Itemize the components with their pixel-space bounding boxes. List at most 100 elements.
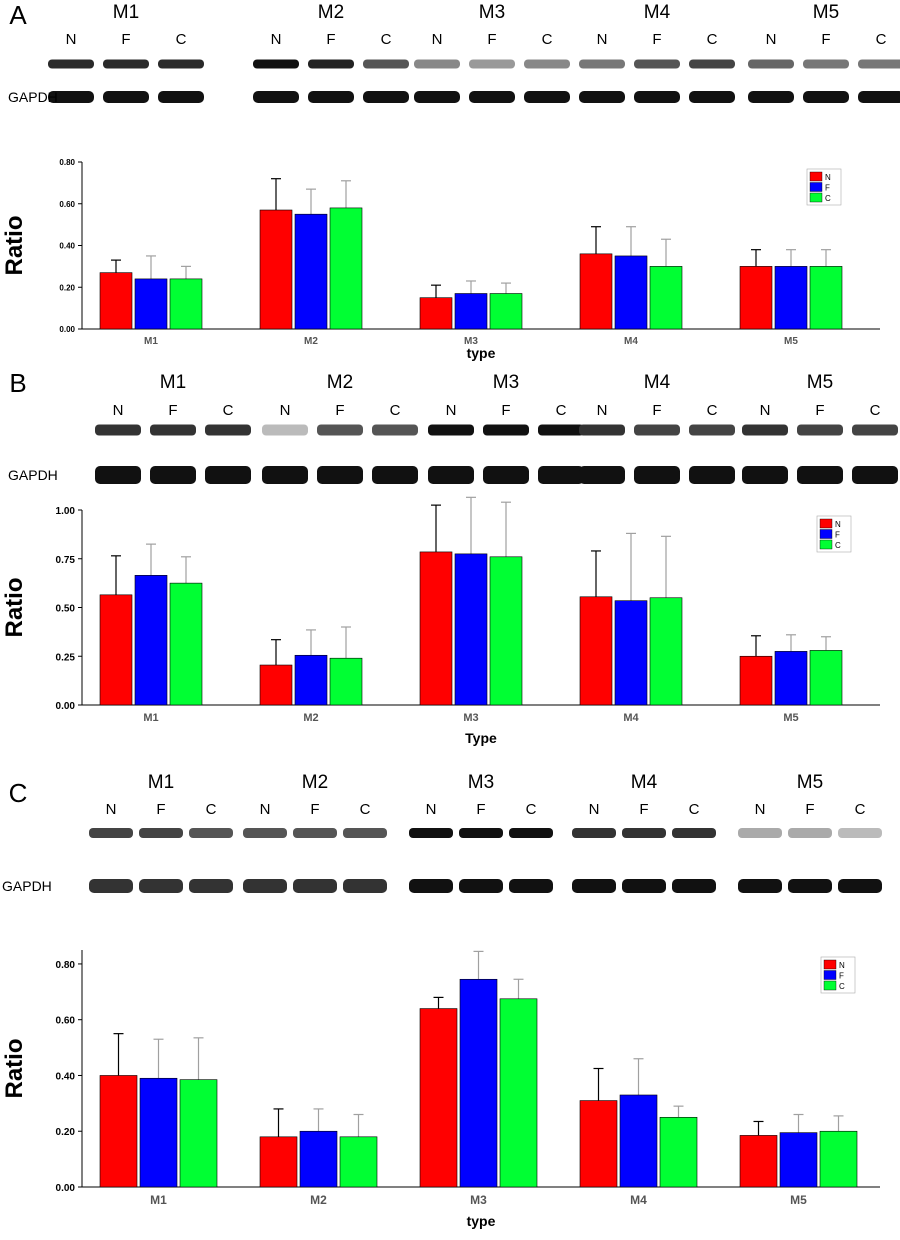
target-band [572, 828, 616, 838]
blot-lane-label: C [556, 402, 567, 419]
blot-lane-label: F [121, 31, 130, 48]
legend-swatch-n [809, 171, 823, 182]
legend-swatch-n [823, 959, 837, 970]
target-band [317, 424, 363, 436]
blot-lane-label: F [652, 402, 661, 419]
legend-swatch-c [809, 192, 823, 203]
target-band [189, 828, 233, 838]
blot-group-label: M3 [479, 2, 505, 23]
gapdh-band [689, 91, 735, 103]
gapdh-band [48, 91, 94, 103]
target-band [469, 59, 515, 69]
target-band [103, 59, 149, 69]
bar-f [614, 600, 648, 706]
bar-n [259, 664, 293, 706]
gapdh-label: GAPDH [8, 467, 58, 483]
gapdh-band [103, 91, 149, 103]
bar-c [489, 293, 523, 330]
x-tick-label: M2 [304, 336, 318, 347]
blot-lane-label: C [360, 801, 371, 818]
bar-c [329, 207, 363, 330]
blot-group-label: M4 [644, 2, 671, 23]
blot-lane-label: F [805, 801, 814, 818]
legend-label: C [825, 194, 831, 203]
bar-n [259, 209, 293, 330]
blot-lane-label: C [855, 801, 866, 818]
bar-f [774, 266, 808, 330]
gapdh-band [243, 879, 287, 893]
bar-f [619, 1094, 658, 1188]
x-tick-label: M1 [150, 1193, 167, 1207]
blot-lane-label: N [766, 31, 777, 48]
gapdh-band [572, 879, 616, 893]
gapdh-band [634, 91, 680, 103]
target-band [634, 59, 680, 69]
bar-f [294, 213, 328, 330]
target-band [150, 424, 196, 436]
gapdh-label: GAPDH [8, 89, 58, 105]
target-band [483, 424, 529, 436]
x-tick-label: M4 [623, 712, 639, 724]
blot-lane-label: F [815, 402, 824, 419]
blot-lane-label: F [487, 31, 496, 48]
bar-n [579, 253, 613, 330]
target-band [95, 424, 141, 436]
target-band [363, 59, 409, 69]
bar-n [739, 655, 773, 706]
legend: NFC [816, 515, 852, 553]
target-band [838, 828, 882, 838]
y-tick-label: 0.40 [56, 1071, 76, 1082]
legend-swatch-c [819, 539, 833, 550]
gapdh-band [428, 466, 474, 484]
gapdh-band [293, 879, 337, 893]
legend-swatch-f [809, 182, 823, 192]
gapdh-band [797, 466, 843, 484]
target-band [622, 828, 666, 838]
target-band [797, 424, 843, 436]
x-tick-label: M3 [470, 1193, 487, 1207]
bar-c [809, 650, 843, 706]
gapdh-band [414, 91, 460, 103]
gapdh-band [852, 466, 898, 484]
y-tick-label: 0.00 [56, 701, 76, 712]
gapdh-band [459, 879, 503, 893]
gapdh-band [253, 91, 299, 103]
gapdh-band [317, 466, 363, 484]
bar-f [134, 575, 168, 706]
target-band [409, 828, 453, 838]
gapdh-band [579, 91, 625, 103]
target-band [459, 828, 503, 838]
gapdh-band [672, 879, 716, 893]
blot-group-label: M5 [813, 2, 839, 23]
bar-c [489, 556, 523, 706]
blot-lane-label: C [707, 402, 718, 419]
target-band [372, 424, 418, 436]
target-band [672, 828, 716, 838]
y-tick-label: 0.25 [56, 652, 76, 663]
gapdh-band [372, 466, 418, 484]
target-band [428, 424, 474, 436]
blot-lane-label: N [432, 31, 443, 48]
blot-lane-label: N [446, 402, 457, 419]
y-tick-label: 0.75 [56, 555, 76, 566]
y-tick-label: 0.80 [59, 158, 75, 167]
gapdh-band [150, 466, 196, 484]
gapdh-band [205, 466, 251, 484]
blot-lane-label: N [760, 402, 771, 419]
blot-lane-label: F [652, 31, 661, 48]
blot-lane-label: N [271, 31, 282, 48]
target-band [858, 59, 900, 69]
target-band [243, 828, 287, 838]
legend-label: C [839, 982, 845, 991]
x-tick-label: M4 [624, 336, 638, 347]
panel-letter: C [9, 778, 28, 808]
western-blot: M1 N F C M2 N F C M3 N F C M4 N F C M5 N F C GAPDH [2, 772, 882, 894]
x-tick-label: M3 [463, 712, 478, 724]
gapdh-band [262, 466, 308, 484]
y-axis-label: Ratio [1, 578, 28, 638]
legend-swatch-f [823, 970, 837, 980]
target-band [89, 828, 133, 838]
x-tick-label: M4 [630, 1193, 647, 1207]
